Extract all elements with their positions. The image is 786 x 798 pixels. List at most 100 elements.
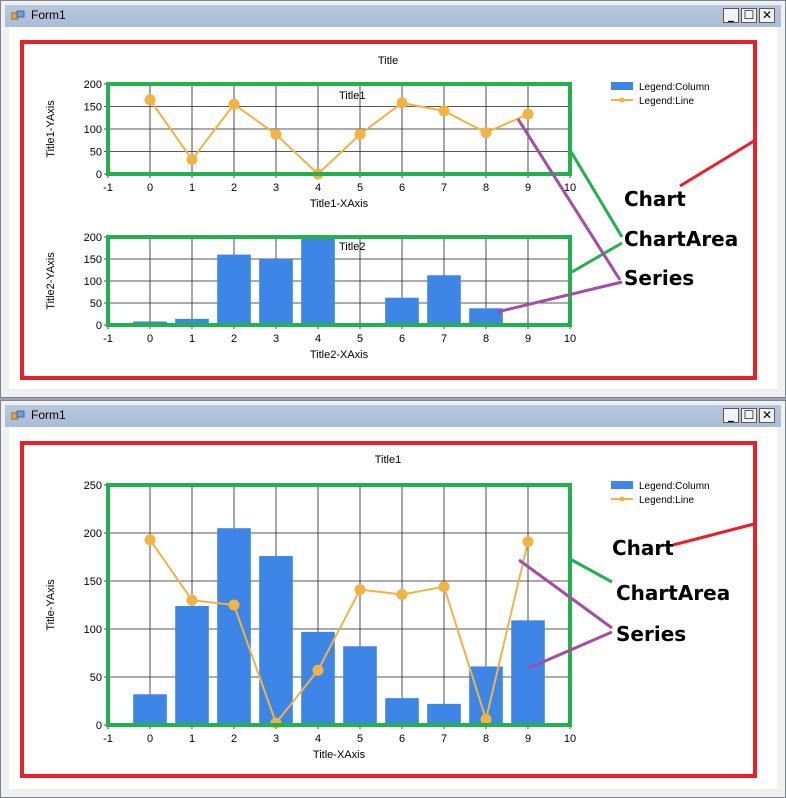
close-button[interactable]: ✕ — [759, 8, 775, 23]
maximize-icon: ☐ — [743, 8, 755, 22]
y-tick-label: 50 — [90, 672, 102, 684]
column-bar — [259, 556, 293, 725]
x-tick-label: 4 — [315, 333, 321, 345]
line-point — [354, 584, 366, 596]
x-tick-label: 9 — [525, 182, 531, 194]
y-tick-label: 200 — [84, 528, 102, 540]
x-tick-label: 2 — [231, 333, 237, 345]
line-point — [480, 127, 492, 139]
x-axis-title: Title-XAxis — [313, 749, 366, 761]
y-tick-label: 150 — [84, 576, 102, 588]
x-tick-label: 4 — [315, 733, 321, 745]
line-point — [438, 581, 450, 593]
column-bar — [427, 275, 461, 325]
line-point — [228, 98, 240, 110]
y-tick-label: 150 — [84, 102, 102, 114]
line-point — [354, 128, 366, 140]
window-title: Form1 — [31, 8, 66, 22]
column-bar — [301, 237, 335, 325]
line-point — [228, 599, 240, 611]
chart-area-2: -1 0 1 2 3 4 5 6 7 8 9 10050100150200Title2Title2-X… — [45, 232, 576, 361]
x-tick-label: 8 — [483, 333, 489, 345]
x-tick-label: 1 — [189, 182, 195, 194]
y-tick-label: 150 — [84, 254, 102, 266]
form-client-area: Title Legend:Column Legend:Line -1 0 1 2 3 4 5… — [9, 27, 777, 389]
x-tick-label: 0 — [147, 333, 153, 345]
maximize-button[interactable]: ☐ — [741, 408, 757, 423]
x-tick-label: 6 — [399, 333, 405, 345]
minimize-button[interactable]: _ — [723, 8, 739, 23]
x-axis-title: Title2-XAxis — [310, 349, 369, 361]
x-tick-label: 5 — [357, 733, 363, 745]
line-point — [438, 105, 450, 117]
x-tick-label: 5 — [357, 333, 363, 345]
line-point — [144, 94, 156, 106]
y-axis-title: Title1-YAxis — [45, 100, 57, 158]
x-tick-label: 2 — [231, 733, 237, 745]
x-tick-label: -1 — [103, 333, 113, 345]
column-bar — [469, 308, 503, 325]
app-icon — [11, 410, 25, 420]
line-point — [144, 534, 156, 546]
legend-line-label: Legend:Line — [639, 495, 694, 506]
maximize-icon: ☐ — [743, 408, 755, 422]
x-tick-label: 8 — [483, 182, 489, 194]
minimize-icon: _ — [728, 8, 734, 22]
y-tick-label: 100 — [84, 124, 102, 136]
line-point — [186, 594, 198, 606]
close-button[interactable]: ✕ — [759, 408, 775, 423]
column-bar — [217, 254, 251, 325]
line-point — [270, 128, 282, 140]
x-tick-label: 7 — [441, 733, 447, 745]
chart-control-bottom: Title1 Legend:Column Legend:Line -1 0 1 2 3 4… — [20, 441, 757, 778]
column-bar — [511, 620, 545, 725]
legend-line-label: Legend:Line — [639, 96, 694, 107]
x-tick-label: 0 — [147, 733, 153, 745]
x-tick-label: 9 — [525, 733, 531, 745]
x-tick-label: 3 — [273, 182, 279, 194]
y-tick-label: 250 — [84, 480, 102, 492]
y-tick-label: 100 — [84, 624, 102, 636]
y-tick-label: 50 — [90, 298, 102, 310]
chart-area-title: Title2 — [339, 241, 366, 253]
chart-title: Title — [378, 55, 398, 67]
column-bar — [385, 297, 419, 325]
chart-control-top: Title Legend:Column Legend:Line -1 0 1 2 3 4 5… — [20, 40, 757, 380]
x-axis-title: Title1-XAxis — [310, 198, 369, 210]
line-point — [186, 154, 198, 166]
x-tick-label: 3 — [273, 333, 279, 345]
x-tick-label: -1 — [103, 733, 113, 745]
minimize-icon: _ — [728, 408, 734, 422]
minimize-button[interactable]: _ — [723, 408, 739, 423]
column-bar — [385, 698, 419, 725]
chart-title: Title1 — [375, 454, 402, 466]
legend-column-label: Legend:Column — [639, 82, 710, 93]
x-tick-label: 1 — [189, 333, 195, 345]
line-series — [149, 539, 529, 726]
x-tick-label: 2 — [231, 182, 237, 194]
y-tick-label: 100 — [84, 276, 102, 288]
chart-outline-annotation — [20, 40, 757, 380]
column-bar — [175, 318, 209, 325]
legend-line-marker — [619, 496, 625, 502]
y-tick-label: 0 — [96, 320, 102, 332]
title-bar[interactable]: Form1 _ ☐ ✕ — [5, 405, 781, 427]
maximize-button[interactable]: ☐ — [741, 8, 757, 23]
title-bar[interactable]: Form1 _ ☐ ✕ — [5, 5, 781, 27]
line-point — [522, 108, 534, 120]
line-point — [396, 97, 408, 109]
x-tick-label: 10 — [564, 333, 576, 345]
column-bar — [175, 605, 209, 725]
x-tick-label: 9 — [525, 333, 531, 345]
y-axis-title: Title-YAxis — [45, 579, 57, 631]
line-point — [480, 713, 492, 725]
form-client-area: Title1 Legend:Column Legend:Line -1 0 1 2 3 4… — [9, 427, 777, 789]
y-tick-label: 50 — [90, 147, 102, 159]
close-icon: ✕ — [761, 408, 773, 422]
legend-line-marker — [619, 97, 625, 103]
y-tick-label: 0 — [96, 720, 102, 732]
line-point — [312, 664, 324, 676]
form1-window-bottom: Form1 _ ☐ ✕ Title1 Legend:Column Legend:… — [0, 400, 786, 798]
column-bar — [133, 694, 167, 725]
x-tick-label: 1 — [189, 733, 195, 745]
